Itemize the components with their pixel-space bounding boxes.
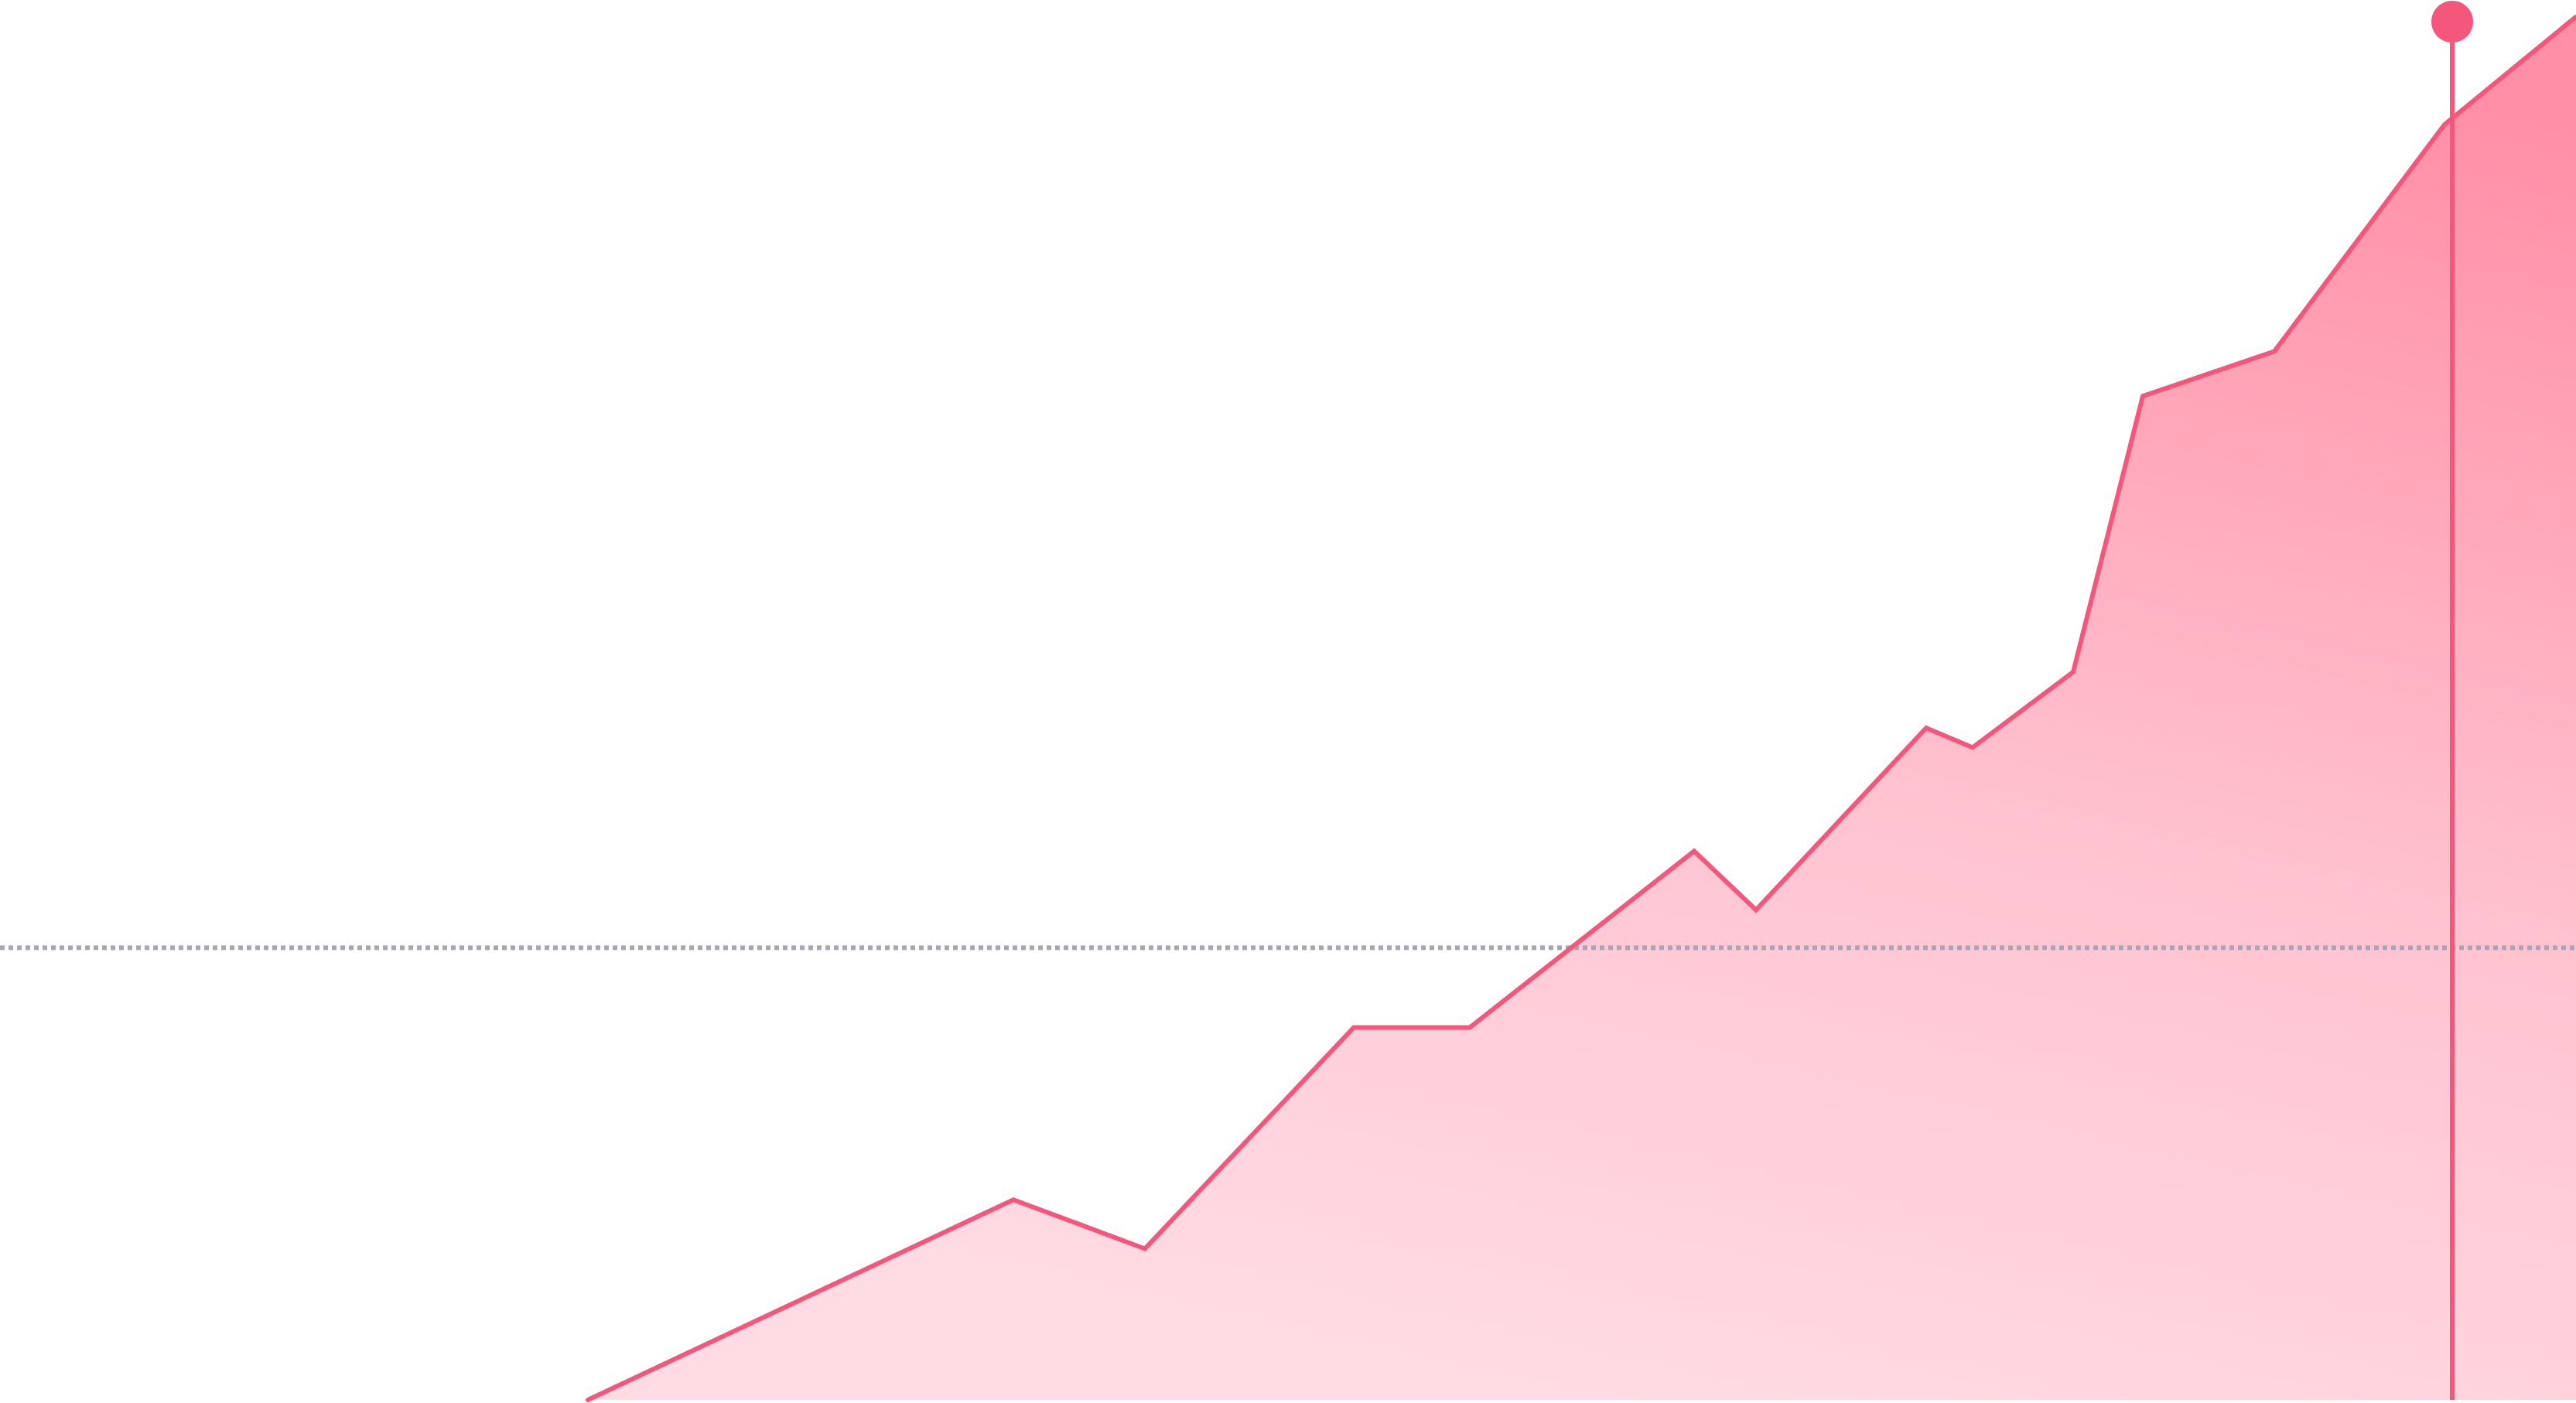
cursor-handle[interactable] (2431, 1, 2473, 43)
area-fill (588, 16, 2576, 1401)
series-line (586, 14, 2576, 1402)
